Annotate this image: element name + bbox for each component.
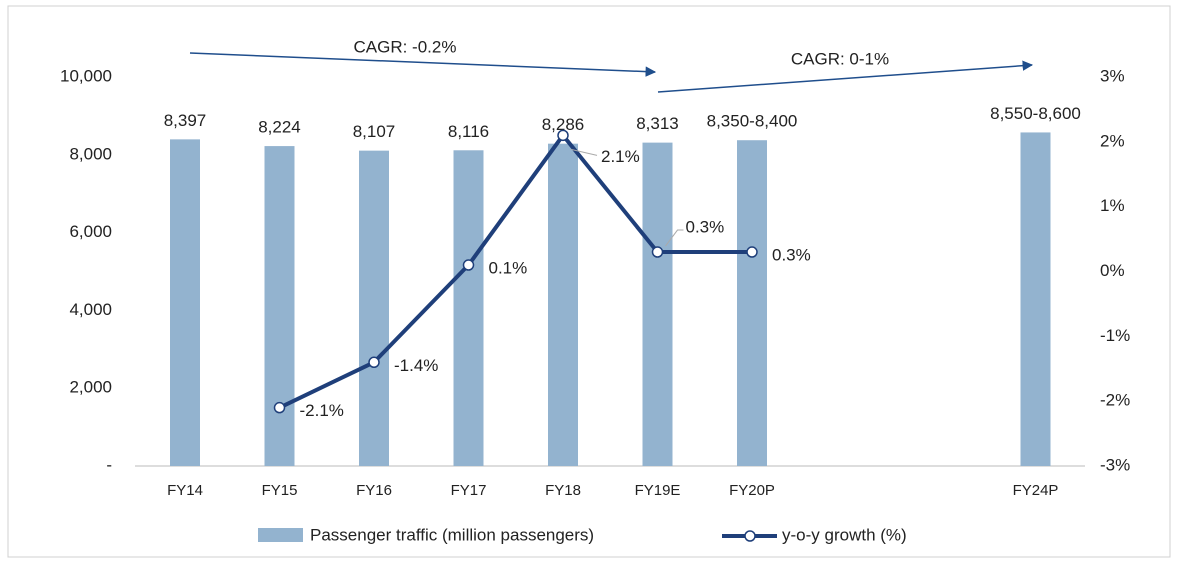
legend-swatch [744, 530, 756, 542]
data-label: -2.1% [300, 401, 344, 420]
y-tick-label: 6,000 [69, 222, 112, 241]
cagr-arrow [189, 52, 657, 77]
y2-tick-label: 1% [1100, 196, 1125, 215]
bar [264, 146, 295, 466]
bar [642, 142, 673, 466]
marker [651, 246, 664, 258]
x-tick-label: FY17 [451, 482, 487, 499]
leader-line [570, 148, 598, 156]
legend-label: Passenger traffic (million passengers) [310, 525, 594, 544]
y2-tick-label: -3% [1100, 455, 1130, 474]
bar [359, 150, 389, 466]
data-label: 8,107 [353, 122, 396, 141]
marker [368, 356, 380, 369]
x-tick-label: FY16 [356, 482, 392, 499]
x-tick-label: FY15 [262, 482, 298, 499]
data-label: 0.3% [772, 246, 811, 265]
marker [462, 259, 475, 271]
data-label: 2.1% [601, 147, 640, 166]
y2-tick-label: 3% [1100, 66, 1125, 85]
y2-tick-label: -1% [1100, 326, 1130, 345]
data-label: 8,350-8,400 [707, 112, 798, 131]
y-tick-label: 2,000 [69, 378, 112, 397]
marker [746, 246, 758, 258]
data-label: 0.3% [686, 218, 725, 237]
x-tick-label: FY20P [729, 482, 775, 499]
bar [737, 140, 767, 466]
frame [7, 5, 1171, 558]
data-label: 8,224 [258, 118, 301, 137]
data-label: 8,397 [164, 111, 207, 130]
data-label: 8,313 [636, 114, 679, 133]
data-label: 0.1% [489, 259, 528, 278]
y-tick-label: 10,000 [60, 66, 112, 85]
data-label: 8,116 [448, 122, 489, 141]
y-tick-label: 8,000 [69, 144, 112, 163]
data-label: 8,550-8,600 [990, 104, 1081, 123]
annotation: CAGR: 0-1% [791, 49, 889, 68]
data-label: 8,286 [542, 115, 585, 134]
annotation: CAGR: -0.2% [354, 37, 457, 56]
bar [453, 150, 484, 466]
leader-line [665, 229, 684, 247]
data-label: -1.4% [394, 356, 438, 375]
y2-tick-label: -2% [1100, 391, 1130, 410]
y-tick-label: - [106, 455, 112, 474]
x-tick-label: FY14 [167, 482, 203, 499]
marker [273, 401, 286, 414]
cagr-arrow [657, 60, 1034, 93]
y2-tick-label: 2% [1100, 131, 1125, 150]
x-tick-label: FY24P [1013, 482, 1059, 499]
legend-label: y-o-y growth (%) [782, 525, 907, 544]
bar [1020, 132, 1051, 466]
x-tick-label: FY19E [635, 482, 681, 499]
x-tick-label: FY18 [545, 482, 581, 499]
y-tick-label: 4,000 [69, 300, 112, 319]
y2-tick-label: 0% [1100, 261, 1125, 280]
bar [170, 139, 200, 467]
bar [548, 143, 578, 466]
marker [557, 129, 569, 142]
legend-swatch [258, 528, 303, 542]
line [278, 133, 752, 410]
